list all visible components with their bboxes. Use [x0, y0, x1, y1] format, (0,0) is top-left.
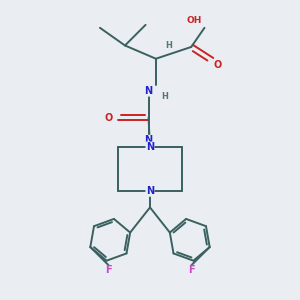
Text: F: F [106, 266, 112, 275]
Text: O: O [214, 60, 222, 70]
Text: OH: OH [187, 16, 202, 25]
Text: H: H [161, 92, 168, 101]
Text: N: N [146, 142, 154, 152]
Text: N: N [145, 86, 153, 96]
Text: O: O [105, 112, 113, 123]
Text: N: N [145, 135, 153, 145]
Text: N: N [146, 186, 154, 196]
Text: F: F [188, 266, 194, 275]
Text: H: H [166, 41, 172, 50]
